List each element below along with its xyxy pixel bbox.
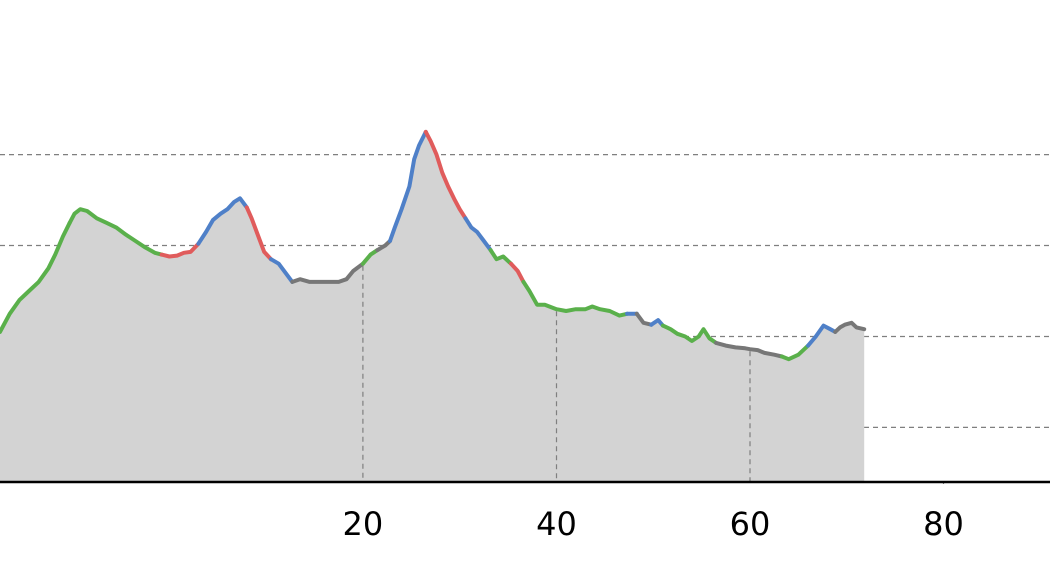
profile-segment-blue (649, 318, 665, 328)
profile-segment-red (423, 129, 468, 221)
profile-segment-green (521, 279, 630, 318)
profile-segment-green (360, 248, 380, 266)
profile-line-layer (0, 129, 867, 362)
x-tick-label: 40 (536, 505, 577, 543)
profile-segment-blue (269, 257, 295, 284)
tick-label-layer: 20 40 60 80 (343, 505, 964, 543)
area-layer (0, 131, 945, 484)
profile-segment-red (244, 205, 273, 262)
profile-segment-gray (833, 320, 867, 334)
profile-segment-gray (634, 311, 654, 327)
x-tick-label: 80 (923, 505, 964, 543)
profile-segment-green (779, 343, 811, 362)
profile-segment-blue (463, 216, 493, 253)
profile-segment-green (488, 248, 513, 266)
profile-segment-red (509, 261, 526, 284)
profile-segment-green (67, 207, 164, 257)
x-tick-label: 20 (343, 505, 384, 543)
elevation-area (0, 131, 865, 482)
profile-segment-gray (714, 340, 784, 359)
profile-segment-green (0, 220, 72, 334)
profile-segment-blue (388, 129, 428, 243)
x-tick-label: 60 (730, 505, 771, 543)
profile-segment-gray (290, 261, 365, 284)
profile-segment-gray (375, 239, 392, 253)
profile-segment-blue (196, 196, 249, 246)
profile-segment-red (159, 241, 201, 259)
profile-segment-green (660, 323, 719, 345)
profile-segment-blue (806, 323, 838, 348)
